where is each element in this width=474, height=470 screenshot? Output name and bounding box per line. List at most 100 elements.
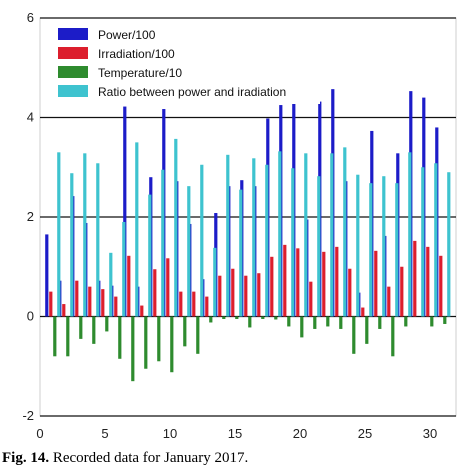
bar-temperature-10-day-25: [365, 316, 369, 344]
bar-temperature-10-day-21: [313, 316, 317, 329]
bar-irradiation-100-day-13: [205, 296, 209, 317]
legend-label: Temperature/10: [98, 66, 182, 80]
bar-irradiation-100-day-5: [101, 289, 105, 317]
bar-irradiation-100-day-2: [62, 304, 66, 317]
bar-ratio-between-power-and-iradiation-day-3: [83, 153, 87, 317]
bar-temperature-10-day-7: [131, 316, 135, 382]
y-tick-label: 2: [27, 209, 34, 224]
bar-temperature-10-day-11: [183, 316, 187, 347]
bar-irradiation-100-day-12: [192, 291, 196, 317]
bar-temperature-10-day-31: [443, 316, 447, 324]
bar-irradiation-100-day-20: [296, 248, 300, 317]
bar-ratio-between-power-and-iradiation-day-16: [252, 158, 256, 317]
bar-ratio-between-power-and-iradiation-day-18: [278, 151, 282, 317]
bar-irradiation-100-day-7: [127, 255, 131, 317]
bar-irradiation-100-day-26: [374, 250, 378, 317]
bar-temperature-10-day-15: [235, 316, 239, 319]
bar-irradiation-100-day-28: [400, 266, 404, 317]
legend: Power/100 Irradiation/100 Temperature/10 Ra…: [50, 22, 320, 104]
bar-ratio-between-power-and-iradiation-day-26: [382, 176, 386, 317]
bar-irradiation-100-day-25: [361, 307, 365, 317]
bar-irradiation-100-day-23: [335, 246, 339, 317]
legend-swatch: [58, 85, 88, 97]
bar-ratio-between-power-and-iradiation-day-5: [109, 252, 113, 317]
x-tick-label: 0: [36, 426, 43, 441]
y-tick-label: 6: [27, 10, 34, 25]
bar-temperature-10-day-10: [170, 316, 174, 373]
bar-power-100-day-7: [123, 106, 127, 317]
bars: [45, 89, 451, 382]
bar-temperature-10-day-23: [339, 316, 343, 329]
bar-power-100-day-1: [45, 234, 49, 317]
figure-caption: Fig. 14. Recorded data for January 2017.: [2, 450, 248, 467]
bar-ratio-between-power-and-iradiation-day-24: [356, 174, 360, 317]
bar-ratio-between-power-and-iradiation-day-20: [304, 153, 308, 317]
legend-swatch: [58, 28, 88, 40]
bar-irradiation-100-day-18: [270, 256, 274, 317]
bar-temperature-10-day-16: [248, 316, 252, 328]
bar-ratio-between-power-and-iradiation-day-25: [369, 183, 373, 317]
bar-ratio-between-power-and-iradiation-day-1: [57, 152, 61, 317]
figure-caption-label: Fig. 14.: [2, 450, 50, 466]
bar-ratio-between-power-and-iradiation-day-17: [265, 164, 269, 317]
bar-temperature-10-day-17: [261, 316, 265, 319]
bar-temperature-10-day-22: [326, 316, 330, 327]
bar-irradiation-100-day-31: [439, 255, 443, 317]
bar-irradiation-100-day-30: [426, 246, 430, 317]
bar-ratio-between-power-and-iradiation-day-2: [70, 173, 74, 317]
bar-irradiation-100-day-6: [114, 296, 118, 317]
bar-ratio-between-power-and-iradiation-day-23: [343, 147, 347, 317]
bar-temperature-10-day-27: [391, 316, 395, 357]
bar-irradiation-100-day-15: [231, 268, 235, 317]
bar-irradiation-100-day-8: [140, 305, 144, 317]
bar-ratio-between-power-and-iradiation-day-30: [434, 163, 438, 317]
bar-ratio-between-power-and-iradiation-day-22: [330, 153, 334, 317]
bar-temperature-10-day-3: [79, 316, 83, 339]
bar-temperature-10-day-9: [157, 316, 161, 362]
legend-label: Ratio between power and iradiation: [98, 85, 286, 99]
bar-ratio-between-power-and-iradiation-day-15: [239, 189, 243, 317]
bar-ratio-between-power-and-iradiation-day-31: [447, 172, 451, 317]
bar-temperature-10-day-26: [378, 316, 382, 329]
bar-irradiation-100-day-3: [75, 280, 79, 317]
bar-ratio-between-power-and-iradiation-day-13: [213, 247, 217, 317]
bar-ratio-between-power-and-iradiation-day-7: [135, 142, 139, 317]
y-tick-label: -2: [22, 408, 34, 423]
bar-temperature-10-day-20: [300, 316, 304, 338]
bar-temperature-10-day-4: [92, 316, 96, 344]
bar-temperature-10-day-19: [287, 316, 291, 327]
x-tick-label: 10: [163, 426, 177, 441]
bar-ratio-between-power-and-iradiation-day-4: [96, 163, 100, 317]
bar-ratio-between-power-and-iradiation-day-14: [226, 154, 230, 317]
bar-ratio-between-power-and-iradiation-day-28: [408, 152, 412, 317]
bar-temperature-10-day-28: [404, 316, 408, 327]
bar-ratio-between-power-and-iradiation-day-12: [200, 164, 204, 317]
y-tick-label: 0: [27, 309, 34, 324]
bar-irradiation-100-day-1: [49, 291, 53, 317]
bar-ratio-between-power-and-iradiation-day-9: [161, 169, 165, 317]
bar-ratio-between-power-and-iradiation-day-8: [148, 194, 152, 317]
x-tick-label: 5: [101, 426, 108, 441]
bar-ratio-between-power-and-iradiation-day-29: [421, 167, 425, 317]
bar-temperature-10-day-14: [222, 316, 226, 319]
bar-temperature-10-day-6: [118, 316, 122, 359]
bar-temperature-10-day-12: [196, 316, 200, 354]
x-tick-label: 15: [228, 426, 242, 441]
bar-irradiation-100-day-11: [179, 291, 183, 317]
bar-irradiation-100-day-10: [166, 258, 170, 317]
x-tick-label: 30: [423, 426, 437, 441]
bar-irradiation-100-day-9: [153, 269, 157, 317]
bar-irradiation-100-day-22: [322, 251, 326, 317]
bar-temperature-10-day-24: [352, 316, 356, 354]
bar-ratio-between-power-and-iradiation-day-11: [187, 186, 191, 317]
bar-temperature-10-day-18: [274, 316, 278, 320]
y-tick-label: 4: [27, 110, 34, 125]
bar-irradiation-100-day-16: [244, 275, 248, 317]
bar-temperature-10-day-13: [209, 316, 213, 323]
legend-box: [50, 22, 320, 104]
bar-temperature-10-day-2: [66, 316, 70, 357]
bar-temperature-10-day-1: [53, 316, 57, 357]
legend-label: Irradiation/100: [98, 47, 175, 61]
